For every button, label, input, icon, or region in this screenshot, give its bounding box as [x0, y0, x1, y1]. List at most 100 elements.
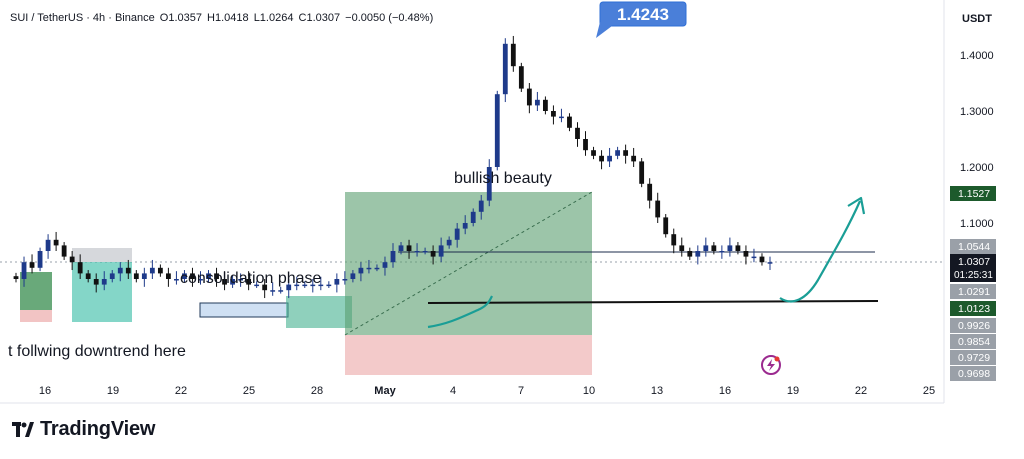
- candle: [671, 228, 677, 254]
- candle-body: [366, 267, 372, 270]
- candle: [591, 146, 596, 160]
- price-label-badge: [950, 350, 996, 365]
- candle: [198, 271, 203, 285]
- price-label-text: 1.0291: [958, 286, 990, 298]
- time-ticks-layer: 16 19 22 25 28 May 4 7 10 13 16 19 22 25: [39, 385, 935, 397]
- candle: [759, 253, 765, 266]
- price-label-badge: [950, 366, 996, 381]
- candle-body: [398, 245, 404, 251]
- candle-body: [599, 155, 604, 162]
- candle: [174, 271, 179, 285]
- lightning-icon[interactable]: [760, 354, 782, 381]
- candle-body: [591, 150, 596, 156]
- candle: [599, 150, 604, 170]
- candle-body: [342, 279, 348, 281]
- candle: [254, 281, 260, 288]
- candle: [133, 270, 139, 283]
- candle: [262, 279, 268, 299]
- candle: [334, 273, 340, 293]
- zone-teal-2: [286, 296, 352, 328]
- candle: [422, 247, 428, 255]
- time-tick-label: 16: [39, 385, 51, 397]
- candle: [446, 236, 452, 249]
- candle-body: [318, 284, 324, 287]
- price-label-badge: [950, 318, 996, 333]
- candle-body: [735, 245, 741, 251]
- currency-label[interactable]: USDT: [962, 13, 992, 25]
- candle-body: [711, 245, 717, 251]
- candle-body: [157, 267, 163, 274]
- candle: [382, 256, 388, 276]
- candle-body: [438, 245, 444, 257]
- price-tick-label: 1.3000: [960, 106, 994, 118]
- tradingview-logo-icon: [12, 421, 34, 437]
- candle-body: [623, 150, 629, 156]
- price-label-text: 0.9698: [958, 368, 990, 380]
- candle-body: [406, 245, 412, 251]
- candle-body: [165, 273, 171, 279]
- candle: [246, 271, 252, 291]
- time-tick-label: 22: [855, 385, 867, 397]
- candle: [679, 237, 685, 257]
- candle: [101, 271, 107, 291]
- candle-body: [262, 284, 268, 291]
- candle: [438, 237, 444, 263]
- candle-body: [518, 66, 524, 89]
- price-label-badge: [950, 334, 996, 349]
- symbol-header[interactable]: SUI / TetherUS · 4h · Binance O1.0357 H1…: [10, 12, 435, 24]
- candle-body: [655, 200, 661, 218]
- candle-body: [133, 273, 139, 279]
- candle: [61, 242, 67, 260]
- candle: [655, 192, 661, 223]
- symbol-name[interactable]: SUI / TetherUS · 4h · Binance: [10, 12, 155, 24]
- ohlc-change: −0.0050 (−0.48%): [345, 12, 434, 24]
- candle: [607, 147, 612, 167]
- candle: [302, 281, 308, 288]
- candle-body: [575, 127, 580, 139]
- candle: [85, 270, 91, 283]
- candle-body: [117, 267, 123, 274]
- forecast-arrow: [779, 200, 862, 303]
- candle-body: [663, 217, 669, 235]
- zone-red-small: [20, 310, 52, 322]
- candle-body: [478, 200, 484, 212]
- candle-body: [13, 276, 19, 279]
- candle: [414, 243, 420, 257]
- candle-body: [53, 239, 59, 246]
- annotation-downtrend: t follwing downtrend here: [8, 343, 186, 360]
- candle-body: [190, 273, 195, 279]
- candle-body: [182, 273, 187, 279]
- candle-body: [647, 183, 653, 201]
- time-tick-label: 25: [923, 385, 935, 397]
- candle: [743, 245, 749, 265]
- candle-body: [551, 111, 556, 117]
- candle-body: [278, 290, 284, 292]
- candle-body: [470, 211, 476, 223]
- candle-body: [542, 99, 548, 111]
- candle-body: [61, 245, 67, 257]
- candle: [639, 158, 645, 188]
- candle-body: [238, 279, 244, 281]
- candle: [37, 247, 43, 272]
- candle-body: [679, 245, 685, 251]
- candle: [214, 267, 219, 287]
- candle-body: [510, 43, 516, 67]
- candle-body: [85, 273, 91, 279]
- time-tick-label: 19: [107, 385, 119, 397]
- candle: [13, 272, 19, 283]
- candle: [430, 245, 436, 265]
- candle: [567, 113, 572, 132]
- candle-body: [149, 267, 155, 274]
- candle: [77, 254, 83, 279]
- candle-body: [77, 262, 83, 274]
- time-tick-label: 10: [583, 385, 595, 397]
- candle-body: [174, 279, 179, 281]
- time-tick-label: 25: [243, 385, 255, 397]
- candle: [21, 256, 27, 287]
- candle-body: [422, 251, 428, 253]
- tradingview-logo[interactable]: TradingView: [12, 418, 155, 441]
- candle: [727, 237, 733, 257]
- candle: [318, 276, 324, 291]
- candle: [647, 178, 653, 209]
